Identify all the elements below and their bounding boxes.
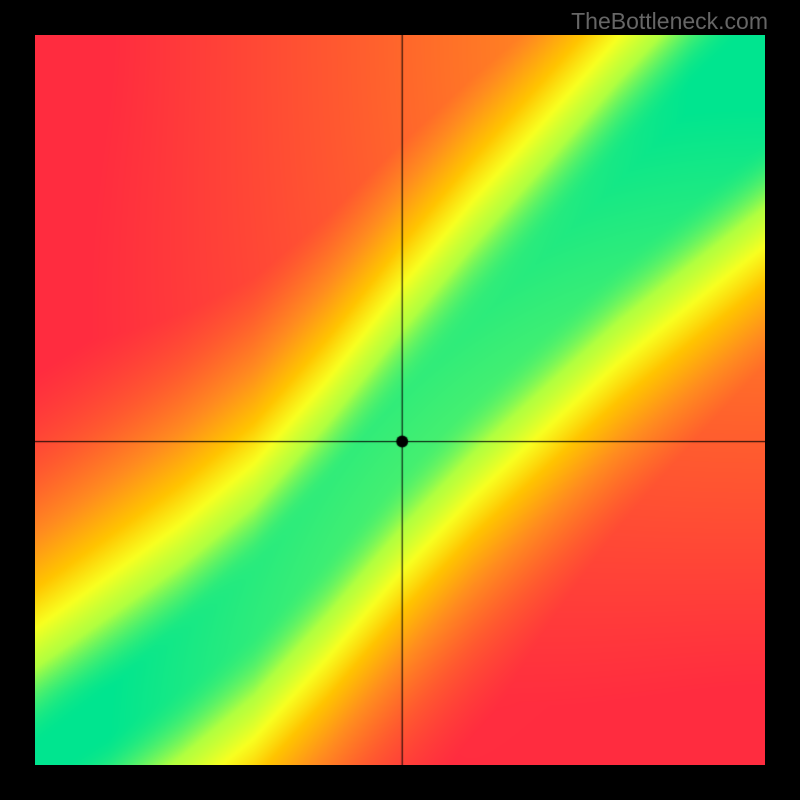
watermark-text: TheBottleneck.com bbox=[571, 8, 768, 35]
bottleneck-heatmap bbox=[35, 35, 765, 765]
chart-container: TheBottleneck.com bbox=[0, 0, 800, 800]
